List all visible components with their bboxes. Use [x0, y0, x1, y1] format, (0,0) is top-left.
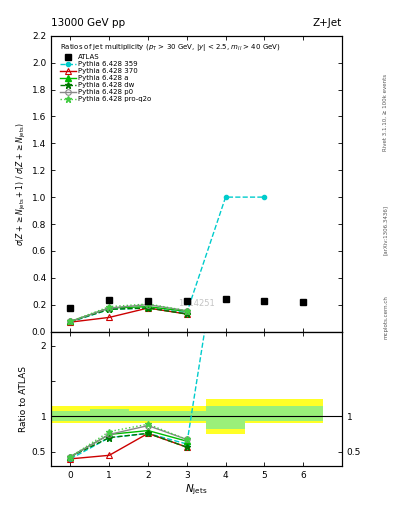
Text: Rivet 3.1.10, ≥ 100k events: Rivet 3.1.10, ≥ 100k events	[383, 74, 388, 151]
Text: [arXiv:1306.3436]: [arXiv:1306.3436]	[383, 205, 388, 255]
Text: 13000 GeV pp: 13000 GeV pp	[51, 18, 125, 29]
X-axis label: $N_\mathrm{jets}$: $N_\mathrm{jets}$	[185, 482, 208, 497]
Legend: ATLAS, Pythia 6.428 359, Pythia 6.428 370, Pythia 6.428 a, Pythia 6.428 dw, Pyth: ATLAS, Pythia 6.428 359, Pythia 6.428 37…	[61, 54, 152, 102]
Y-axis label: Ratio to ATLAS: Ratio to ATLAS	[19, 366, 28, 432]
Text: mcplots.cern.ch: mcplots.cern.ch	[383, 295, 388, 339]
Text: 1514251: 1514251	[178, 299, 215, 308]
Text: Ratios of jet multiplicity ($p_\mathrm{T}$ > 30 GeV, $|y|$ < 2.5, $m_{ll}$ > 40 : Ratios of jet multiplicity ($p_\mathrm{T…	[60, 42, 281, 53]
Y-axis label: $\sigma(Z + \geq N_\mathrm{jets} + 1)\ /\ \sigma(Z + \geq N_\mathrm{jets})$: $\sigma(Z + \geq N_\mathrm{jets} + 1)\ /…	[15, 122, 28, 246]
Text: Z+Jet: Z+Jet	[313, 18, 342, 29]
